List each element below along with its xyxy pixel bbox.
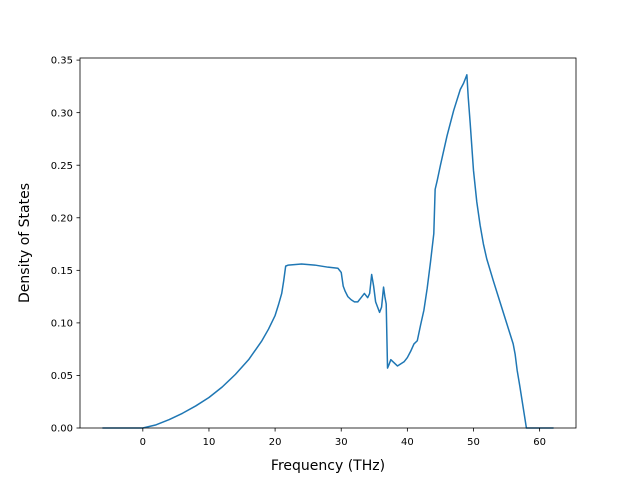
plot-area-background <box>80 58 576 428</box>
x-tick-label: 0 <box>140 437 146 448</box>
y-tick-label: 0.25 <box>51 161 73 172</box>
y-tick-label: 0.20 <box>51 213 73 224</box>
x-tick-label: 30 <box>335 437 348 448</box>
y-tick-label: 0.30 <box>51 108 73 119</box>
y-tick-label: 0.10 <box>51 318 73 329</box>
series-layer <box>102 74 554 429</box>
y-tick-label: 0.15 <box>51 266 73 277</box>
x-tick-label: 40 <box>401 437 414 448</box>
x-axis-ticks: 0 10 20 30 40 50 60 <box>140 428 546 448</box>
y-axis-label: Density of States <box>17 183 33 303</box>
x-axis-label: Frequency (THz) <box>271 458 385 474</box>
x-tick-label: 50 <box>467 437 480 448</box>
y-axis-ticks: 0.00 0.05 0.10 0.15 0.20 0.25 0.30 0.35 <box>51 56 80 435</box>
x-tick-label: 60 <box>533 437 546 448</box>
x-tick-label: 20 <box>269 437 282 448</box>
dos-series-line-0 <box>102 74 554 429</box>
plot-area-frame <box>79 57 577 429</box>
y-tick-label: 0.00 <box>51 424 73 435</box>
y-tick-label: 0.35 <box>51 56 73 67</box>
x-tick-label: 10 <box>203 437 216 448</box>
y-tick-label: 0.05 <box>51 371 73 382</box>
